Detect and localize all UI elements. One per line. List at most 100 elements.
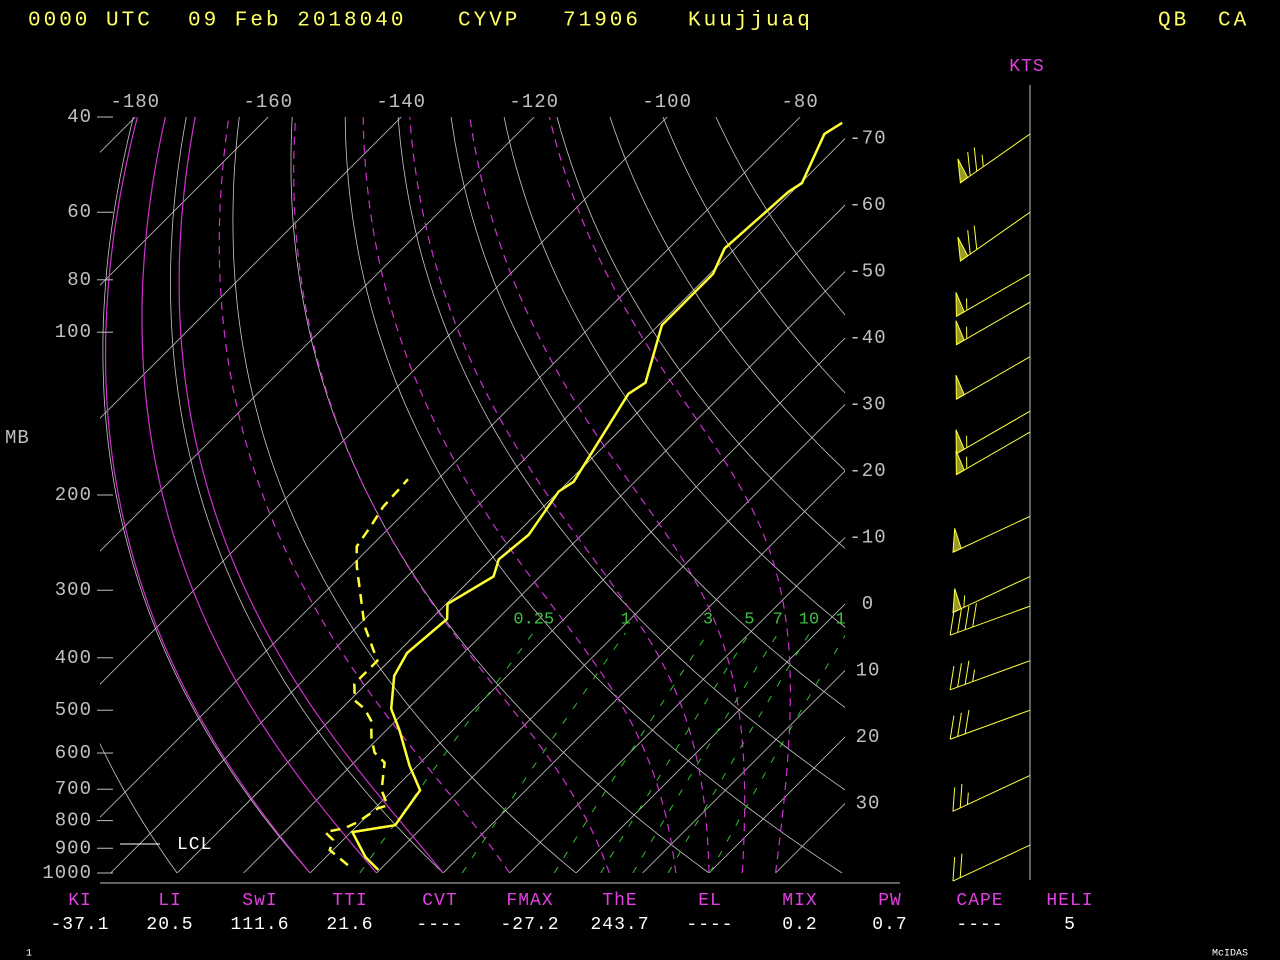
isotherm <box>100 117 801 818</box>
right-tick-label: -30 <box>849 394 886 416</box>
barb-feather <box>959 783 963 808</box>
top-tick-label: -140 <box>376 91 426 113</box>
wind-barb <box>955 301 1031 346</box>
index-label: TTI <box>332 891 367 911</box>
index-value: 243.7 <box>590 915 649 935</box>
mixing-ratio-labels: 0.25 1 3 57 10 15 <box>513 610 845 629</box>
barb-flag <box>952 528 962 554</box>
dewpoint-profile <box>322 478 409 867</box>
barb-staff <box>952 576 1031 613</box>
isotherm <box>243 271 845 873</box>
isotherm <box>100 117 269 286</box>
right-tick-label: -20 <box>849 460 886 482</box>
index-value: ---- <box>416 915 463 935</box>
barb-feather <box>952 787 956 812</box>
isotherm <box>110 138 845 873</box>
index-value: 111.6 <box>230 915 289 935</box>
barb-flag <box>955 375 965 401</box>
isotherm <box>708 736 845 873</box>
barb-staff <box>949 660 1031 691</box>
barb-flag <box>955 320 965 346</box>
barb-half <box>963 595 966 608</box>
barb-flag <box>957 236 969 262</box>
right-tick-label: 30 <box>856 793 881 815</box>
index-label: CAPE <box>956 891 1003 911</box>
moist-adiabat <box>218 117 511 873</box>
index-label: EL <box>698 891 722 911</box>
wind-barb <box>955 431 1031 476</box>
dry-adiabat <box>450 117 845 709</box>
barb-feather <box>967 151 971 176</box>
isotherm <box>100 117 535 552</box>
barb-feather <box>967 230 971 255</box>
mixing-ratio-line <box>461 632 626 873</box>
index-value: 0.2 <box>782 915 817 935</box>
barb-feather <box>973 225 978 250</box>
barb-staff <box>960 133 1031 184</box>
right-tick-label: 0 <box>862 593 874 615</box>
y-tick-label: 100 <box>55 321 92 343</box>
mixing-ratio-label: 3 <box>703 610 713 629</box>
index-value: 21.6 <box>326 915 373 935</box>
wind-barb <box>955 356 1031 401</box>
barb-staff <box>952 774 1031 812</box>
barb-feather <box>949 611 955 636</box>
index-label: ThE <box>602 891 637 911</box>
index-value: -27.2 <box>500 915 559 935</box>
temperature-profile <box>350 121 843 871</box>
mixing-ratio-label: 7 <box>773 610 783 629</box>
y-tick-label: 700 <box>55 778 92 800</box>
moist-adiabat <box>362 117 677 873</box>
barb-staff <box>960 211 1031 262</box>
y-tick-label: 40 <box>67 106 92 128</box>
dry-adiabat <box>100 742 178 873</box>
barb-staff <box>949 709 1031 740</box>
barb-half <box>972 669 976 682</box>
y-tick-label: 80 <box>67 269 92 291</box>
index-value: 5 <box>1064 915 1076 935</box>
dry-adiabat <box>662 117 845 394</box>
isotherm <box>509 537 845 873</box>
index-label: KI <box>68 891 92 911</box>
dry-adiabat <box>170 117 444 873</box>
right-tick-label: -10 <box>849 527 886 549</box>
wind-barb <box>955 410 1031 455</box>
station-number: 71906 <box>563 10 641 33</box>
dry-adiabat <box>344 117 843 873</box>
barb-flag <box>955 292 965 318</box>
index-label: PW <box>878 891 902 911</box>
y-tick-label: 300 <box>55 579 92 601</box>
index-label: FMAX <box>506 891 553 911</box>
index-label: MIX <box>782 891 817 911</box>
right-tick-label: 20 <box>856 726 881 748</box>
lcl-label: LCL <box>177 835 212 855</box>
barb-feather <box>957 663 962 688</box>
y-tick-label: 600 <box>55 742 92 764</box>
index-label: HELI <box>1046 891 1093 911</box>
mixing-ratio-line <box>600 632 751 873</box>
index-label: CVT <box>422 891 457 911</box>
isotherm <box>100 117 402 419</box>
mixing-ratio-line <box>359 632 534 873</box>
barb-flag <box>955 429 965 455</box>
moist-adiabat <box>293 117 610 873</box>
barb-flag <box>955 450 965 476</box>
mixing-ratio-label: 0.25 <box>513 610 554 629</box>
wind-barb <box>955 273 1031 318</box>
moist-adiabat <box>141 117 378 873</box>
right-tick-label: -50 <box>849 261 886 283</box>
index-value: ---- <box>686 915 733 935</box>
right-tick-label: -40 <box>849 327 886 349</box>
top-tick-label: -120 <box>509 91 559 113</box>
barb-feather <box>959 853 963 878</box>
moist-adiabat <box>409 117 710 873</box>
moist-adiabat <box>178 117 444 873</box>
station-id: CYVP <box>458 10 520 33</box>
dry-adiabat <box>232 117 577 873</box>
isotherm <box>376 404 845 873</box>
wind-label: KTS <box>1009 57 1044 77</box>
top-tick-label: -160 <box>243 91 293 113</box>
barb-staff <box>956 356 1031 400</box>
barb-feather <box>949 666 955 690</box>
